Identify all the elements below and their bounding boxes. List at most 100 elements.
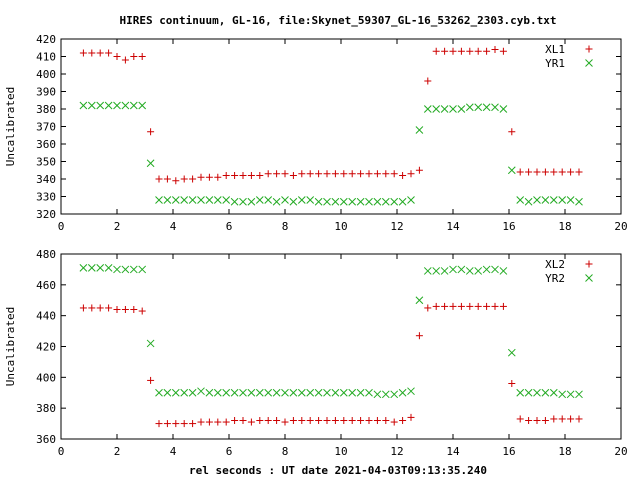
data-point-yr2	[87, 264, 96, 272]
data-point-xl1	[222, 172, 230, 179]
x-tick-label: 12	[390, 445, 403, 458]
x-tick-label: 4	[170, 445, 177, 458]
data-point-yr2	[155, 388, 163, 397]
data-point-yr2	[297, 388, 306, 397]
data-point-xl2	[483, 302, 491, 310]
data-point-yr2	[356, 388, 365, 397]
y-tick-label: 350	[36, 156, 56, 169]
data-point-yr1	[465, 103, 474, 112]
data-point-xl1	[415, 166, 423, 174]
data-point-yr1	[566, 196, 575, 204]
y-axis-label: Uncalibrated	[4, 307, 17, 386]
data-point-yr1	[348, 197, 357, 206]
data-point-yr2	[541, 388, 550, 397]
data-point-yr2	[255, 388, 264, 397]
data-point-yr1	[575, 197, 583, 206]
data-point-xl1	[533, 168, 541, 176]
data-point-xl1	[474, 47, 482, 55]
data-point-xl2	[197, 418, 205, 426]
data-point-xl2	[491, 302, 499, 310]
data-point-xl2	[466, 302, 474, 310]
data-point-xl1	[96, 49, 104, 57]
bottom-panel: 0 2 4 6 8 10 12 14 16 18 20 360 380 400 420 440 460 480 Un…	[4, 248, 628, 458]
data-point-xl1	[348, 170, 356, 178]
x-tick-label: 2	[114, 445, 121, 458]
data-point-xl2	[390, 418, 398, 426]
plot-frame	[60, 253, 622, 440]
data-point-xl2	[432, 302, 440, 310]
x-tick-label: 10	[334, 220, 347, 233]
x-tick-label: 16	[502, 220, 515, 233]
data-point-yr1	[289, 197, 298, 206]
data-point-xl2	[508, 380, 516, 387]
data-point-xl2	[79, 304, 87, 312]
data-point-xl1	[550, 168, 558, 176]
x-tick-label: 10	[334, 445, 347, 458]
data-point-xl2	[247, 418, 255, 426]
data-point-yr1	[499, 105, 508, 113]
data-point-yr1	[113, 101, 121, 110]
data-point-xl2	[449, 302, 457, 310]
data-point-xl1	[449, 47, 457, 55]
data-point-yr2	[113, 265, 121, 274]
data-point-yr2	[365, 388, 373, 397]
legend-marker	[585, 45, 593, 53]
data-point-xl2	[264, 417, 272, 424]
data-point-yr2	[121, 265, 130, 274]
data-point-xl1	[105, 49, 113, 57]
data-point-xl1	[399, 172, 407, 179]
data-point-yr2	[188, 388, 197, 397]
data-point-yr2	[222, 388, 231, 397]
data-point-yr1	[440, 105, 449, 113]
x-tick-label: 6	[226, 445, 233, 458]
data-point-yr2	[129, 265, 138, 274]
data-point-xl1	[466, 47, 474, 55]
data-point-xl1	[163, 175, 171, 183]
data-point-yr1	[314, 197, 323, 206]
data-point-yr2	[197, 387, 205, 396]
data-point-xl2	[180, 420, 188, 428]
x-tick-label: 20	[614, 445, 627, 458]
data-point-xl2	[315, 417, 323, 424]
data-point-yr1	[407, 196, 415, 204]
data-point-yr2	[272, 388, 281, 397]
data-point-yr2	[423, 267, 432, 275]
data-point-yr1	[323, 197, 331, 206]
data-point-yr1	[104, 101, 113, 110]
data-point-yr2	[180, 388, 189, 397]
y-tick-label: 330	[36, 191, 56, 204]
data-point-yr1	[457, 105, 466, 113]
data-point-yr2	[449, 265, 457, 274]
data-point-yr2	[104, 264, 113, 272]
data-point-xl1	[558, 168, 566, 176]
data-point-yr2	[465, 267, 474, 275]
data-point-xl2	[382, 417, 390, 424]
data-point-xl1	[457, 47, 465, 55]
legend-label: YR2	[545, 272, 565, 285]
data-point-yr2	[323, 388, 331, 397]
data-point-xl2	[365, 417, 373, 424]
data-point-xl2	[323, 417, 331, 424]
data-point-yr1	[541, 196, 550, 204]
data-point-xl1	[273, 170, 281, 178]
data-point-xl2	[289, 417, 297, 424]
data-point-xl2	[138, 307, 146, 315]
data-point-yr1	[449, 105, 457, 113]
data-point-yr1	[79, 101, 88, 110]
data-point-yr1	[339, 197, 348, 206]
data-point-yr1	[482, 103, 491, 112]
data-point-xl1	[147, 128, 155, 136]
x-tick-label: 12	[390, 220, 403, 233]
data-point-xl2	[357, 417, 365, 424]
data-point-yr1	[398, 197, 407, 206]
data-point-xl1	[491, 46, 499, 53]
x-tick-label: 0	[58, 445, 65, 458]
data-point-xl1	[88, 49, 96, 57]
data-point-xl2	[105, 304, 113, 312]
top-panel: 0 2 4 6 8 10 12 14 16 18 20 320 330 340 350 360 370 380 39…	[4, 33, 628, 233]
data-point-yr1	[213, 196, 222, 204]
y-tick-label: 380	[36, 402, 56, 415]
data-point-yr2	[314, 388, 323, 397]
data-point-yr1	[96, 101, 105, 110]
data-point-yr1	[297, 196, 306, 204]
